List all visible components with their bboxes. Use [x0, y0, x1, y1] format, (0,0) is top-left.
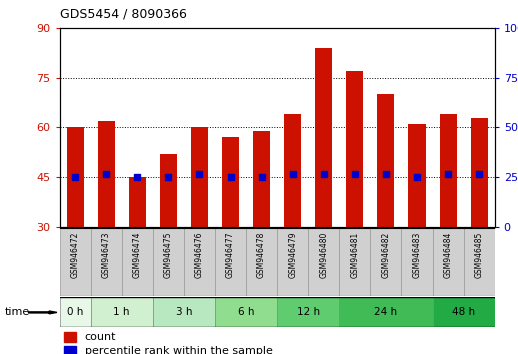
Text: GSM946477: GSM946477: [226, 232, 235, 278]
Bar: [215, 297, 277, 327]
Bar: [153, 228, 184, 296]
Bar: [464, 228, 495, 296]
Text: GSM946484: GSM946484: [443, 232, 453, 278]
Bar: [433, 228, 464, 296]
Text: GSM946485: GSM946485: [474, 232, 484, 278]
Text: GSM946474: GSM946474: [133, 232, 142, 278]
Bar: [401, 228, 433, 296]
Text: GSM946473: GSM946473: [102, 232, 111, 278]
Bar: [277, 297, 339, 327]
Bar: [91, 228, 122, 296]
Bar: [433, 297, 495, 327]
Bar: [64, 332, 76, 342]
Bar: [60, 297, 91, 327]
Bar: [471, 118, 488, 227]
Text: GSM946478: GSM946478: [257, 232, 266, 278]
Bar: [153, 297, 215, 327]
Bar: [253, 131, 270, 227]
Bar: [215, 228, 246, 296]
Text: count: count: [85, 332, 117, 342]
Bar: [347, 71, 364, 227]
Text: 1 h: 1 h: [113, 307, 130, 318]
Text: GSM946483: GSM946483: [412, 232, 422, 278]
Bar: [191, 127, 208, 227]
Text: 0 h: 0 h: [67, 307, 83, 318]
Bar: [339, 228, 370, 296]
Text: time: time: [5, 307, 31, 318]
Bar: [122, 228, 153, 296]
Bar: [66, 127, 84, 227]
Bar: [91, 297, 153, 327]
Text: 12 h: 12 h: [297, 307, 320, 318]
Bar: [246, 228, 277, 296]
Bar: [64, 346, 76, 354]
Bar: [97, 121, 115, 227]
Bar: [277, 228, 308, 296]
Bar: [370, 228, 401, 296]
Text: percentile rank within the sample: percentile rank within the sample: [85, 346, 272, 354]
Text: 24 h: 24 h: [375, 307, 397, 318]
Text: 48 h: 48 h: [452, 307, 475, 318]
Text: GSM946472: GSM946472: [70, 232, 80, 278]
Text: GSM946475: GSM946475: [164, 232, 173, 278]
Bar: [222, 137, 239, 227]
Bar: [160, 154, 177, 227]
Bar: [315, 48, 333, 227]
Bar: [60, 228, 91, 296]
Text: GSM946482: GSM946482: [381, 232, 391, 278]
Bar: [439, 114, 457, 227]
Bar: [339, 297, 433, 327]
Text: GDS5454 / 8090366: GDS5454 / 8090366: [60, 7, 186, 21]
Text: GSM946480: GSM946480: [319, 232, 328, 278]
Text: GSM946481: GSM946481: [350, 232, 359, 278]
Bar: [284, 114, 301, 227]
Text: 3 h: 3 h: [176, 307, 192, 318]
Bar: [409, 124, 426, 227]
Text: GSM946476: GSM946476: [195, 232, 204, 278]
Bar: [377, 95, 395, 227]
Bar: [308, 228, 339, 296]
Bar: [184, 228, 215, 296]
Bar: [129, 177, 146, 227]
Text: 6 h: 6 h: [238, 307, 254, 318]
Text: GSM946479: GSM946479: [288, 232, 297, 278]
